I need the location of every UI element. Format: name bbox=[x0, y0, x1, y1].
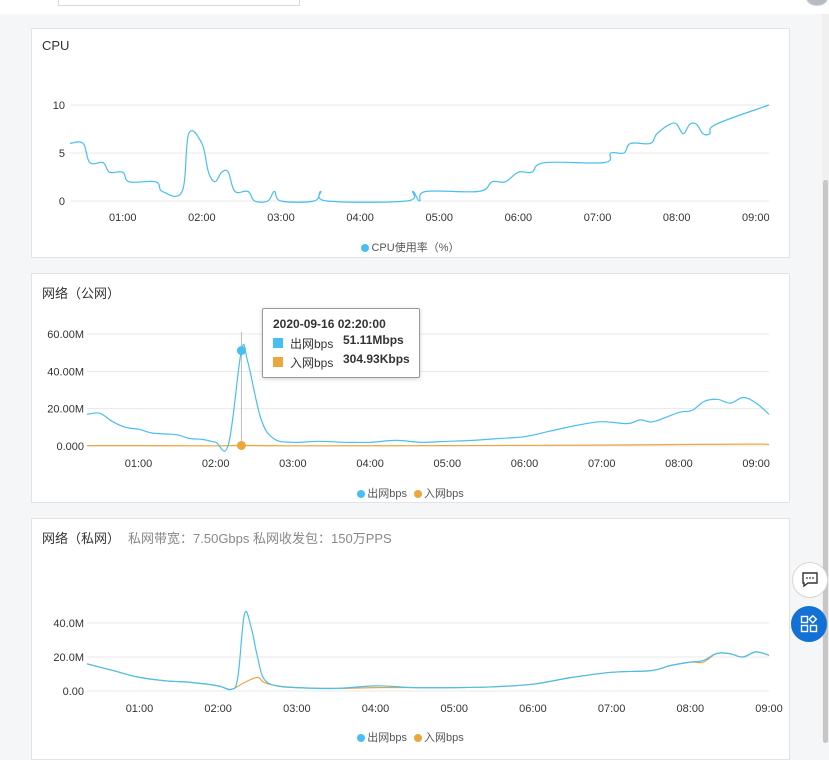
y-tick-label: 60.00M bbox=[47, 329, 84, 341]
tooltip-label-in: 入网bps bbox=[290, 356, 334, 370]
y-tick-label: 0.00 bbox=[63, 686, 84, 698]
tooltip-time: 2020-09-16 02:20:00 bbox=[273, 317, 386, 331]
x-tick-label: 07:00 bbox=[584, 212, 612, 224]
x-tick-label: 02:00 bbox=[204, 703, 232, 715]
x-tick-label: 02:00 bbox=[188, 212, 216, 224]
series-line-out bbox=[86, 343, 770, 452]
x-tick-label: 08:00 bbox=[663, 212, 691, 224]
legend-item-cpu[interactable]: CPU使用率（%） bbox=[361, 239, 460, 255]
y-tick-label: 20.0M bbox=[53, 652, 84, 664]
net-private-panel-title: 网络（私网） 私网带宽：7.50Gbps 私网收发包：150万PPS bbox=[42, 528, 392, 547]
x-tick-label: 01:00 bbox=[125, 458, 153, 470]
x-tick-label: 07:00 bbox=[598, 703, 626, 715]
net-public-panel-title: 网络（公网） bbox=[42, 286, 121, 301]
legend-item-out[interactable]: 出网bps bbox=[357, 729, 407, 745]
net-private-legend: 出网bps 入网bps bbox=[32, 729, 789, 745]
tooltip-swatch-in bbox=[273, 357, 283, 367]
x-tick-label: 03:00 bbox=[267, 212, 295, 224]
x-tick-label: 06:00 bbox=[511, 458, 539, 470]
legend-item-out[interactable]: 出网bps bbox=[357, 485, 407, 501]
legend-dot bbox=[357, 734, 366, 742]
cpu-panel: CPU 0 5 10 01:00 02:00 03:00 04:00 05:00 06:00 07… bbox=[31, 28, 790, 258]
x-tick-label: 06:00 bbox=[519, 703, 547, 715]
net-private-panel: 网络（私网） 私网带宽：7.50Gbps 私网收发包：150万PPS 0.00 20… bbox=[31, 518, 790, 760]
x-tick-label: 05:00 bbox=[426, 212, 454, 224]
tooltip-value-in: 304.93Kbps bbox=[343, 352, 410, 366]
y-tick-label: 0.000 bbox=[56, 441, 84, 453]
cpu-legend: CPU使用率（%） bbox=[32, 239, 789, 255]
y-tick-label: 5 bbox=[59, 148, 65, 160]
series-line-out bbox=[86, 610, 770, 691]
x-tick-label: 09:00 bbox=[742, 458, 770, 470]
legend-label-out: 出网bps bbox=[367, 732, 407, 744]
series-line-in bbox=[87, 443, 770, 447]
y-tick-label: 40.00M bbox=[47, 366, 84, 378]
y-tick-label: 40.0M bbox=[53, 618, 84, 630]
highlight-point bbox=[236, 440, 246, 450]
legend-dot bbox=[357, 490, 366, 498]
x-tick-label: 06:00 bbox=[505, 212, 533, 224]
x-tick-label: 01:00 bbox=[126, 703, 154, 715]
x-tick-label: 05:00 bbox=[434, 458, 462, 470]
top-search-input[interactable] bbox=[58, 0, 300, 6]
legend-label-in: 入网bps bbox=[424, 732, 464, 744]
x-tick-label: 03:00 bbox=[279, 458, 307, 470]
legend-label-in: 入网bps bbox=[424, 488, 464, 500]
chart-tooltip: 2020-09-16 02:20:00 出网bps 51.11Mbps 入网bp… bbox=[262, 308, 420, 378]
x-tick-label: 04:00 bbox=[346, 212, 374, 224]
chat-icon bbox=[802, 572, 818, 588]
top-bar bbox=[0, 0, 829, 14]
x-tick-label: 07:00 bbox=[588, 458, 616, 470]
x-tick-label: 04:00 bbox=[362, 703, 390, 715]
net-private-subtitle: 私网带宽：7.50Gbps 私网收发包：150万PPS bbox=[128, 531, 392, 546]
legend-item-in[interactable]: 入网bps bbox=[414, 485, 464, 501]
series-line-out bbox=[69, 104, 770, 203]
x-tick-label: 09:00 bbox=[742, 212, 770, 224]
legend-label-cpu: CPU使用率（%） bbox=[371, 242, 460, 254]
y-tick-label: 10 bbox=[53, 100, 65, 112]
y-tick-label: 0 bbox=[59, 196, 65, 208]
cpu-chart[interactable]: 0 5 10 01:00 02:00 03:00 04:00 05:00 06:00 07:00 0… bbox=[32, 29, 789, 257]
avatar[interactable] bbox=[806, 0, 828, 6]
x-tick-label: 08:00 bbox=[677, 703, 705, 715]
x-tick-label: 03:00 bbox=[283, 703, 311, 715]
legend-item-in[interactable]: 入网bps bbox=[414, 729, 464, 745]
x-tick-label: 02:00 bbox=[202, 458, 230, 470]
apps-icon bbox=[800, 615, 818, 633]
tooltip-value-out: 51.11Mbps bbox=[343, 333, 404, 347]
cpu-panel-title: CPU bbox=[42, 38, 70, 53]
tooltip-swatch-out bbox=[273, 338, 283, 348]
net-private-chart[interactable]: 0.00 20.0M 40.0M 01:00 02:00 03:00 04:00 05:00 0… bbox=[32, 519, 789, 759]
legend-dot bbox=[414, 734, 423, 742]
x-tick-label: 05:00 bbox=[440, 703, 468, 715]
legend-dot bbox=[361, 244, 370, 252]
series-line-in bbox=[86, 651, 770, 690]
x-tick-label: 01:00 bbox=[109, 212, 137, 224]
x-tick-label: 09:00 bbox=[755, 703, 783, 715]
y-tick-label: 20.00M bbox=[47, 404, 84, 416]
net-private-title-text: 网络（私网） bbox=[42, 531, 121, 546]
chat-button[interactable] bbox=[792, 562, 828, 598]
x-tick-label: 08:00 bbox=[665, 458, 693, 470]
net-public-chart[interactable]: 0.000 20.00M 40.00M 60.00M 01:00 02:00 03:00 04… bbox=[32, 274, 789, 502]
tooltip-label-out: 出网bps bbox=[290, 337, 334, 351]
net-public-legend: 出网bps 入网bps bbox=[32, 485, 789, 501]
scrollbar-thumb[interactable] bbox=[823, 180, 828, 743]
x-tick-label: 04:00 bbox=[356, 458, 384, 470]
highlight-point bbox=[236, 346, 246, 356]
legend-label-out: 出网bps bbox=[367, 488, 407, 500]
apps-button[interactable] bbox=[791, 606, 827, 642]
legend-dot bbox=[414, 490, 423, 498]
